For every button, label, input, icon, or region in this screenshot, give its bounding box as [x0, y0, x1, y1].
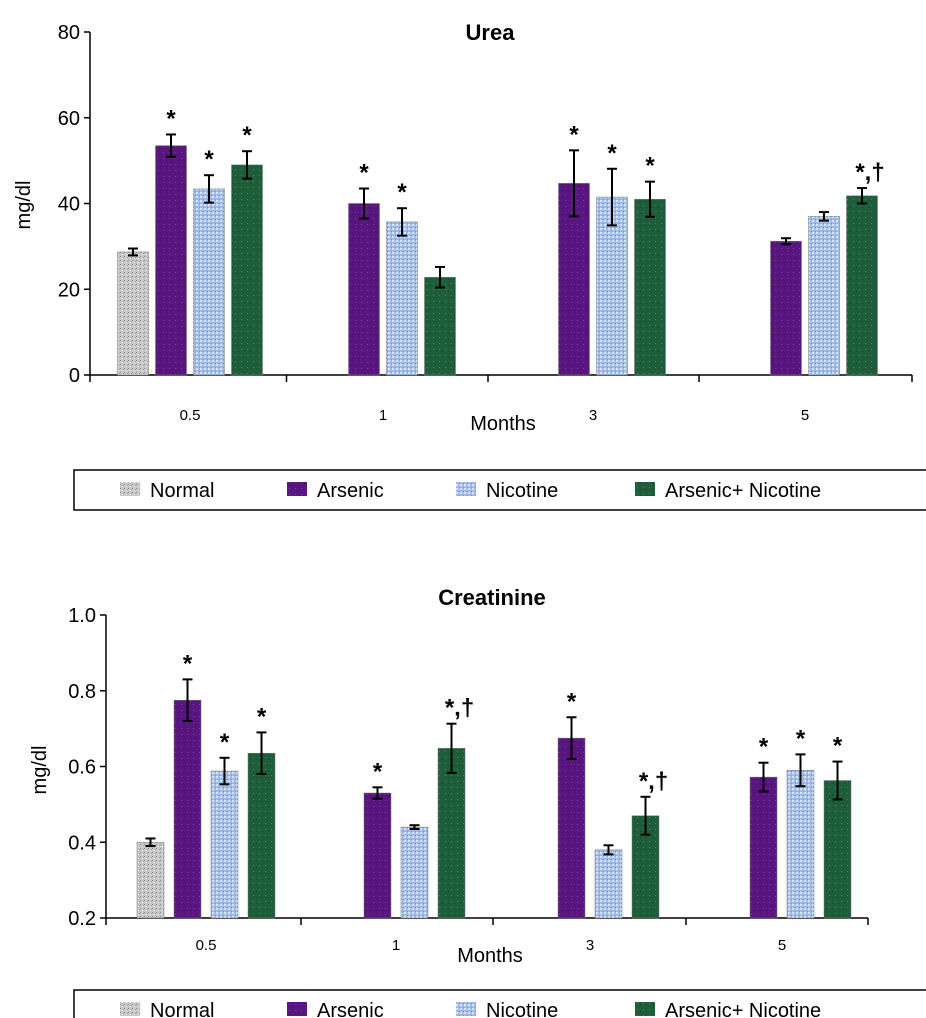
- y-tick-label: 40: [58, 194, 80, 216]
- x-tick-label: 1: [392, 937, 400, 954]
- legend-label: Arsenic: [317, 480, 384, 502]
- legend-box: [73, 989, 926, 1018]
- bar-nicotine-3: [594, 849, 623, 919]
- significance-marker: *: [204, 146, 214, 173]
- y-tick-label: 80: [58, 22, 80, 44]
- chart-creatinine: Creatinine 0.2 0.4 0.6 0.8 1.0 0.5 1 3 5 Months mg/…: [29, 585, 926, 1018]
- legend-swatch: [635, 482, 655, 496]
- legend-swatch: [456, 482, 476, 496]
- x-axis-label: Months: [457, 945, 523, 967]
- chart-title: Creatinine: [438, 585, 546, 610]
- bar-nicotine-5: [786, 770, 815, 919]
- y-tick-label: 0.6: [68, 757, 96, 779]
- legend-label: Arsenic+ Nicotine: [665, 480, 821, 502]
- significance-marker: *: [567, 688, 577, 715]
- bar-normal-0.5: [136, 842, 165, 919]
- significance-marker: *,†: [639, 768, 668, 795]
- x-tick-label: 3: [586, 937, 594, 954]
- chart-title: Urea: [466, 20, 516, 45]
- significance-marker: *: [242, 122, 252, 149]
- legend-swatch: [456, 1002, 476, 1016]
- bar-arsenic-nicotine-0.5: [247, 752, 276, 919]
- legend-label: Nicotine: [486, 480, 558, 502]
- y-axis-label: mg/dl: [29, 746, 51, 795]
- bar-arsenic-3: [558, 183, 590, 376]
- legend: Normal Arsenic Nicotine Arsenic+ Nicotine: [73, 469, 926, 511]
- significance-marker: *: [569, 121, 579, 148]
- legend-swatch: [635, 1002, 655, 1016]
- bar-nicotine-0.5: [193, 188, 225, 376]
- bar-arsenic-nicotine-1: [424, 276, 456, 376]
- bar-arsenic-5: [749, 776, 778, 919]
- significance-marker: *,†: [445, 695, 474, 722]
- legend-swatch: [120, 1002, 140, 1016]
- significance-marker: *: [759, 734, 769, 761]
- legend-swatch: [287, 1002, 307, 1016]
- bar-nicotine-5: [808, 216, 840, 376]
- bar-arsenic-nicotine-5: [846, 195, 878, 376]
- bar-arsenic-1: [348, 203, 380, 376]
- bar-arsenic-nicotine-1: [437, 748, 466, 919]
- x-tick-label: 0.5: [180, 407, 201, 424]
- significance-marker: *: [373, 758, 383, 785]
- x-tick-label: 1: [379, 407, 387, 424]
- legend-box: [73, 469, 926, 511]
- significance-marker: *: [645, 153, 655, 180]
- y-tick-label: 0.2: [68, 908, 96, 930]
- y-tick-label: 0.4: [68, 832, 96, 854]
- bar-arsenic-0.5: [155, 145, 187, 376]
- y-tick-label: 1.0: [68, 605, 96, 627]
- significance-marker: *: [607, 140, 617, 167]
- legend-swatch: [120, 482, 140, 496]
- bar-arsenic-5: [770, 240, 802, 376]
- x-tick-label: 5: [801, 407, 809, 424]
- y-axis-label: mg/dl: [13, 181, 35, 230]
- legend-label: Arsenic+ Nicotine: [665, 1000, 821, 1018]
- legend-label: Nicotine: [486, 1000, 558, 1018]
- x-tick-label: 0.5: [196, 937, 217, 954]
- bar-nicotine-1: [400, 826, 429, 919]
- y-tick-label: 0: [69, 365, 80, 387]
- legend-label: Normal: [150, 480, 214, 502]
- y-tick-label: 60: [58, 108, 80, 130]
- bar-normal-0.5: [117, 251, 149, 376]
- x-tick-label: 3: [589, 407, 597, 424]
- bar-arsenic-3: [557, 737, 586, 919]
- bar-nicotine-1: [386, 221, 418, 376]
- y-tick-label: 20: [58, 279, 80, 301]
- bar-arsenic-nicotine-5: [823, 780, 852, 919]
- significance-marker: *: [359, 159, 369, 186]
- significance-marker: *: [257, 703, 267, 730]
- significance-marker: *: [796, 725, 806, 752]
- significance-marker: *: [833, 733, 843, 760]
- legend: Normal Arsenic Nicotine Arsenic+ Nicotine: [73, 989, 926, 1018]
- significance-marker: *,†: [855, 159, 884, 186]
- legend-swatch: [287, 482, 307, 496]
- bar-arsenic-1: [363, 792, 392, 919]
- significance-marker: *: [183, 650, 193, 677]
- bar-nicotine-3: [596, 196, 628, 376]
- bar-nicotine-0.5: [210, 770, 239, 919]
- legend-label: Arsenic: [317, 1000, 384, 1018]
- x-tick-label: 5: [778, 937, 786, 954]
- chart-urea: Urea 0 20 40 60 80 0.5 1 3 5 Months mg/dl * * * * * * * * *,…: [13, 20, 926, 511]
- x-axis-label: Months: [470, 413, 536, 435]
- legend-label: Normal: [150, 1000, 214, 1018]
- bar-arsenic-nicotine-0.5: [231, 164, 263, 376]
- significance-marker: *: [397, 179, 407, 206]
- significance-marker: *: [220, 729, 230, 756]
- bar-arsenic-0.5: [173, 699, 202, 919]
- significance-marker: *: [166, 105, 176, 132]
- y-tick-label: 0.8: [68, 681, 96, 703]
- bar-arsenic-nicotine-3: [634, 198, 666, 376]
